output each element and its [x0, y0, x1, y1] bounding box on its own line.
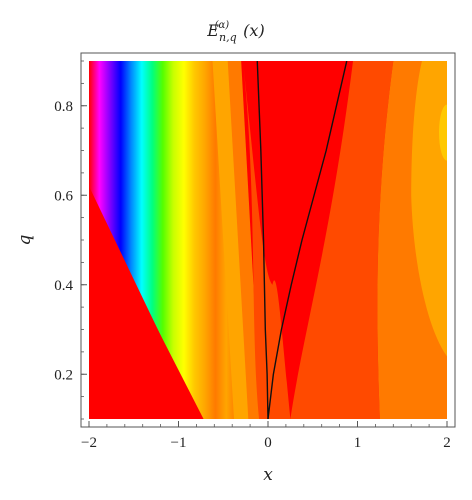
- y-tick-label: 0.6: [54, 188, 73, 204]
- contour-line-left: [256, 61, 269, 419]
- central-red-region: [242, 61, 354, 285]
- y-axis-ticks: 0.2 0.4 0.6 0.8: [54, 60, 87, 420]
- y-axis-label: q: [15, 234, 35, 245]
- orange-strip-region: [212, 61, 252, 419]
- chart-title: En,q(α) (x): [206, 20, 264, 44]
- x-axis-ticks: −2 −1 0 1 2: [81, 421, 451, 451]
- x-tick-label: 2: [443, 435, 451, 451]
- title-subscript: n,q: [219, 31, 237, 44]
- y-tick-label: 0.2: [54, 367, 73, 383]
- right-red-orange-region: [290, 61, 394, 419]
- right-yellow-spot: [439, 104, 447, 161]
- red-orange-channel-region: [242, 61, 291, 419]
- x-tick-label: 0: [264, 435, 272, 451]
- rainbow-band-region: [89, 61, 237, 419]
- lower-left-red-region: [89, 195, 204, 419]
- plot-area: [89, 61, 447, 419]
- dark-orange-strip-region: [227, 61, 261, 419]
- y-tick-label: 0.4: [54, 278, 73, 294]
- x-axis-label: x: [263, 465, 273, 485]
- x-tick-label: −2: [81, 435, 97, 451]
- x-tick-label: −1: [171, 435, 187, 451]
- contour-regions: [89, 61, 447, 419]
- contour-line-right: [267, 61, 348, 419]
- title-main: E: [206, 21, 219, 40]
- title-argument: (x): [243, 21, 265, 40]
- right-light-orange-region: [411, 61, 447, 357]
- contour-lines: [256, 61, 348, 419]
- title-superscript: (α): [215, 20, 230, 31]
- x-tick-label: 1: [354, 435, 362, 451]
- y-tick-label: 0.8: [54, 99, 73, 115]
